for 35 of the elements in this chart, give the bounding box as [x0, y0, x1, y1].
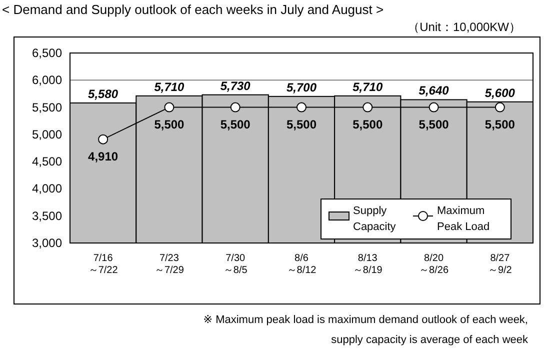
text: ※ Maximum peak load is maximum demand outlook of each week, [203, 314, 528, 326]
x-tick-label: 8/20 ～8/26 [419, 253, 449, 276]
data-label: 5,700 [286, 80, 317, 94]
data-label: 5,730 [220, 78, 251, 93]
data-label: 5,580 [88, 86, 118, 101]
data-label: 5,500 [484, 117, 516, 132]
data-label: 5,500 [286, 117, 317, 132]
legend-label: Supply Capacity [353, 205, 396, 233]
x-tick-label: 8/6 ～8/12 [286, 253, 317, 276]
data-label: 4,910 [88, 149, 118, 164]
data-label: 5,640 [418, 84, 450, 98]
x-tick-label: 7/23 ～7/29 [154, 253, 184, 276]
y-tick-label: 4,000 [32, 182, 62, 196]
x-tick-label: 8/27 ～9/2 [488, 253, 512, 276]
chart-subtitle: （Unit：10,000KW） [408, 20, 521, 34]
text: supply capacity is average of each week [331, 334, 528, 346]
chart-title: < Demand and Supply outlook of each weeks in July and August > [2, 2, 384, 17]
x-tick-label: 7/16 ～7/22 [88, 253, 118, 276]
x-tick-label: 8/13 ～8/19 [352, 253, 383, 276]
data-label: 5,500 [154, 117, 185, 132]
data-label: 5,500 [352, 117, 383, 132]
data-label: 5,500 [418, 117, 450, 132]
y-tick-label: 3,000 [32, 236, 62, 250]
y-tick-label: 4,500 [32, 154, 62, 169]
x-tick-label: 7/30 ～8/5 [223, 253, 248, 276]
y-tick-label: 3,500 [32, 208, 62, 223]
legend-label: Maximum Peak Load [437, 205, 490, 233]
data-label: 5,600 [484, 86, 516, 100]
y-tick-label: 6,000 [32, 73, 62, 88]
data-label: 5,710 [352, 80, 383, 94]
y-tick-label: 5,500 [32, 100, 62, 114]
data-label: 5,500 [220, 117, 251, 132]
y-tick-label: 6,500 [32, 46, 62, 60]
y-tick-label: 5,000 [32, 127, 62, 142]
data-label: 5,710 [154, 80, 185, 94]
